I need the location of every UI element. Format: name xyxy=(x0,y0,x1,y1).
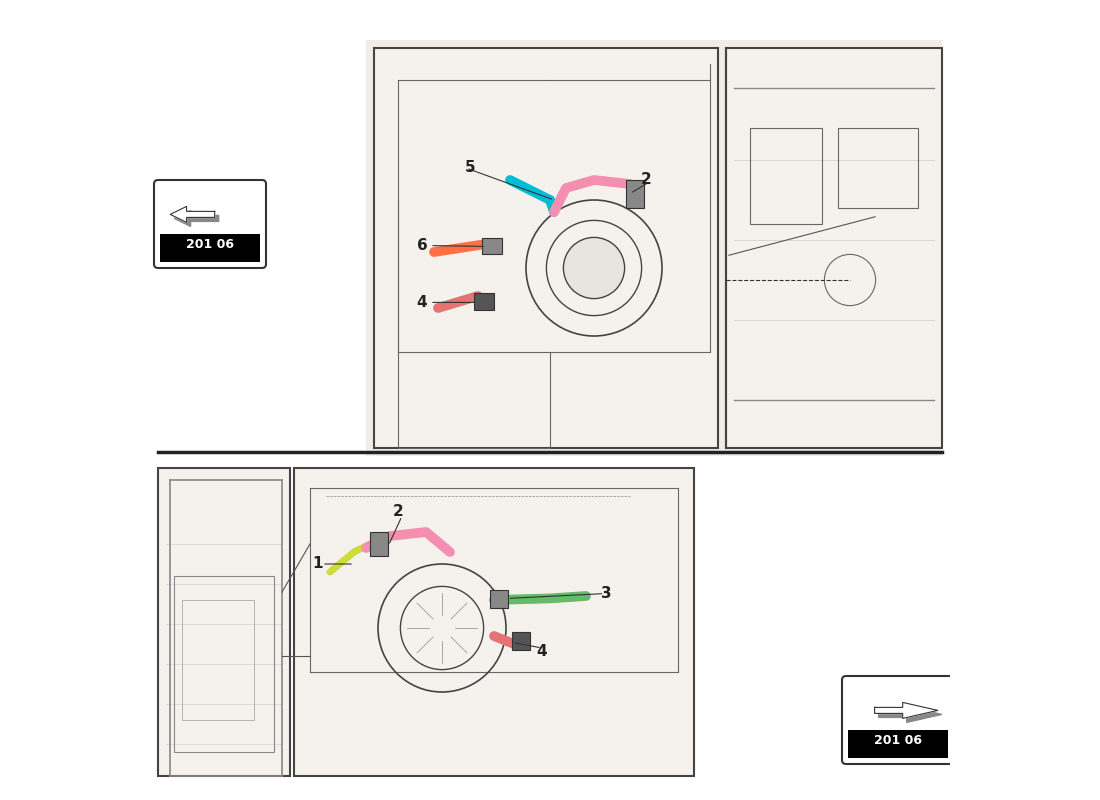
Text: a z P a r t s . c o m  s i n c e  1 9 9 9: a z P a r t s . c o m s i n c e 1 9 9 9 xyxy=(450,562,650,686)
Text: a z P a r t s . c o m  s i n c e  1 9 9 9: a z P a r t s . c o m s i n c e 1 9 9 9 xyxy=(450,194,650,318)
Bar xyxy=(838,128,918,208)
FancyBboxPatch shape xyxy=(158,468,290,776)
FancyBboxPatch shape xyxy=(374,48,718,448)
Bar xyxy=(490,590,507,608)
Text: 201 06: 201 06 xyxy=(186,238,234,251)
Bar xyxy=(366,40,942,456)
Text: 3: 3 xyxy=(601,586,612,601)
Polygon shape xyxy=(874,702,938,718)
Text: 5: 5 xyxy=(464,161,475,175)
FancyBboxPatch shape xyxy=(154,180,266,268)
Text: 4: 4 xyxy=(417,295,427,310)
Polygon shape xyxy=(170,206,214,222)
Bar xyxy=(626,180,644,208)
Text: 1: 1 xyxy=(312,557,323,571)
Bar xyxy=(848,730,947,758)
Bar xyxy=(370,532,387,556)
Circle shape xyxy=(563,238,625,298)
Text: 201 06: 201 06 xyxy=(874,734,922,747)
FancyBboxPatch shape xyxy=(294,468,694,776)
Bar xyxy=(482,238,502,254)
Text: 2: 2 xyxy=(393,505,404,519)
FancyBboxPatch shape xyxy=(726,48,942,448)
Polygon shape xyxy=(879,706,942,722)
Text: 2: 2 xyxy=(640,173,651,187)
Polygon shape xyxy=(174,210,219,226)
Bar xyxy=(182,600,254,720)
Bar xyxy=(161,234,260,262)
Bar xyxy=(174,576,274,752)
Bar xyxy=(474,293,494,310)
Text: 4: 4 xyxy=(537,645,548,659)
Bar xyxy=(513,632,530,650)
Text: 6: 6 xyxy=(417,238,428,253)
Bar xyxy=(750,128,822,224)
FancyBboxPatch shape xyxy=(842,676,954,764)
